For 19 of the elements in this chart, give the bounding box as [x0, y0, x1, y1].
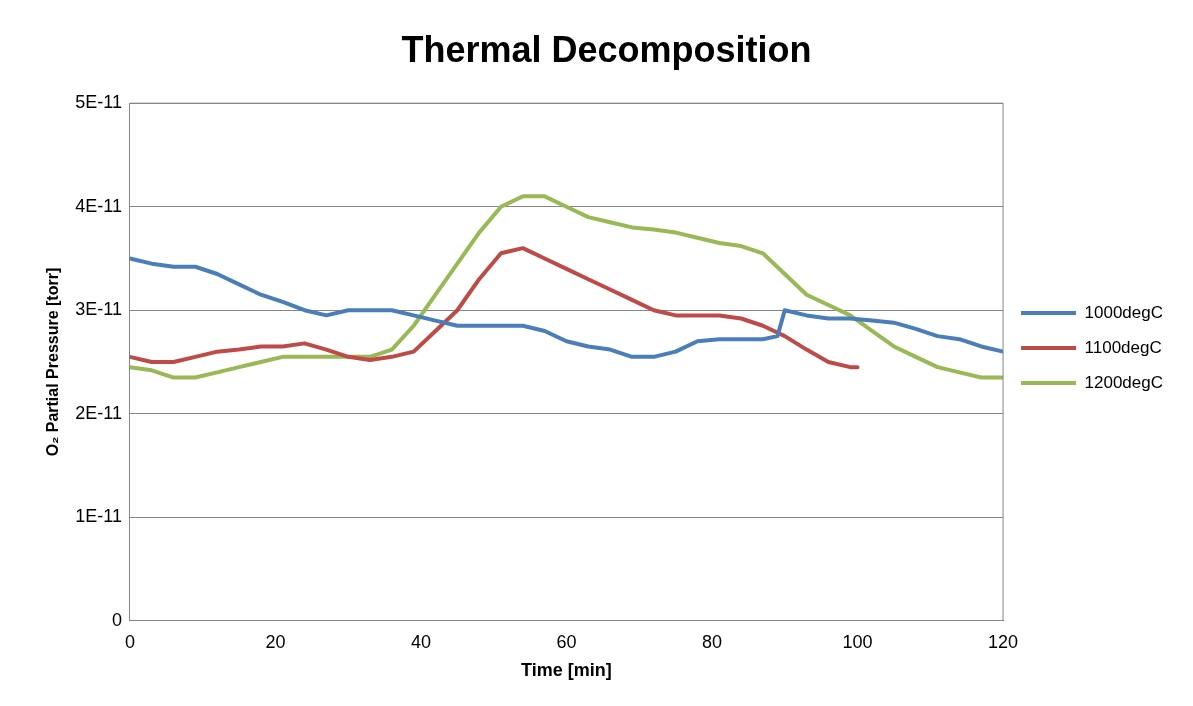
y-tick-label: 1E-11	[75, 506, 122, 527]
x-tick-label: 80	[701, 631, 723, 652]
y-axis-title: O₂ Partial Pressure [torr]	[44, 267, 62, 457]
y-tick-label: 2E-11	[75, 402, 122, 423]
y-tick-label: 3E-11	[75, 299, 122, 320]
y-tick-label: 0	[111, 609, 122, 630]
legend-label: 1000degC	[1084, 302, 1164, 322]
x-tick-label: 40	[410, 631, 431, 652]
x-tick-label: 100	[842, 631, 873, 652]
y-tick-label: 4E-11	[75, 195, 122, 216]
x-tick-label: 60	[556, 631, 577, 652]
legend-label: 1200degC	[1084, 372, 1164, 392]
chart-title: Thermal Decomposition	[401, 28, 812, 70]
x-tick-label: 20	[265, 631, 286, 652]
legend-label: 1100degC	[1084, 337, 1162, 357]
x-tick-label: 0	[124, 631, 135, 652]
y-tick-label: 5E-11	[75, 92, 122, 113]
x-axis-title: Time [min]	[521, 660, 612, 681]
x-tick-label: 120	[988, 631, 1019, 652]
